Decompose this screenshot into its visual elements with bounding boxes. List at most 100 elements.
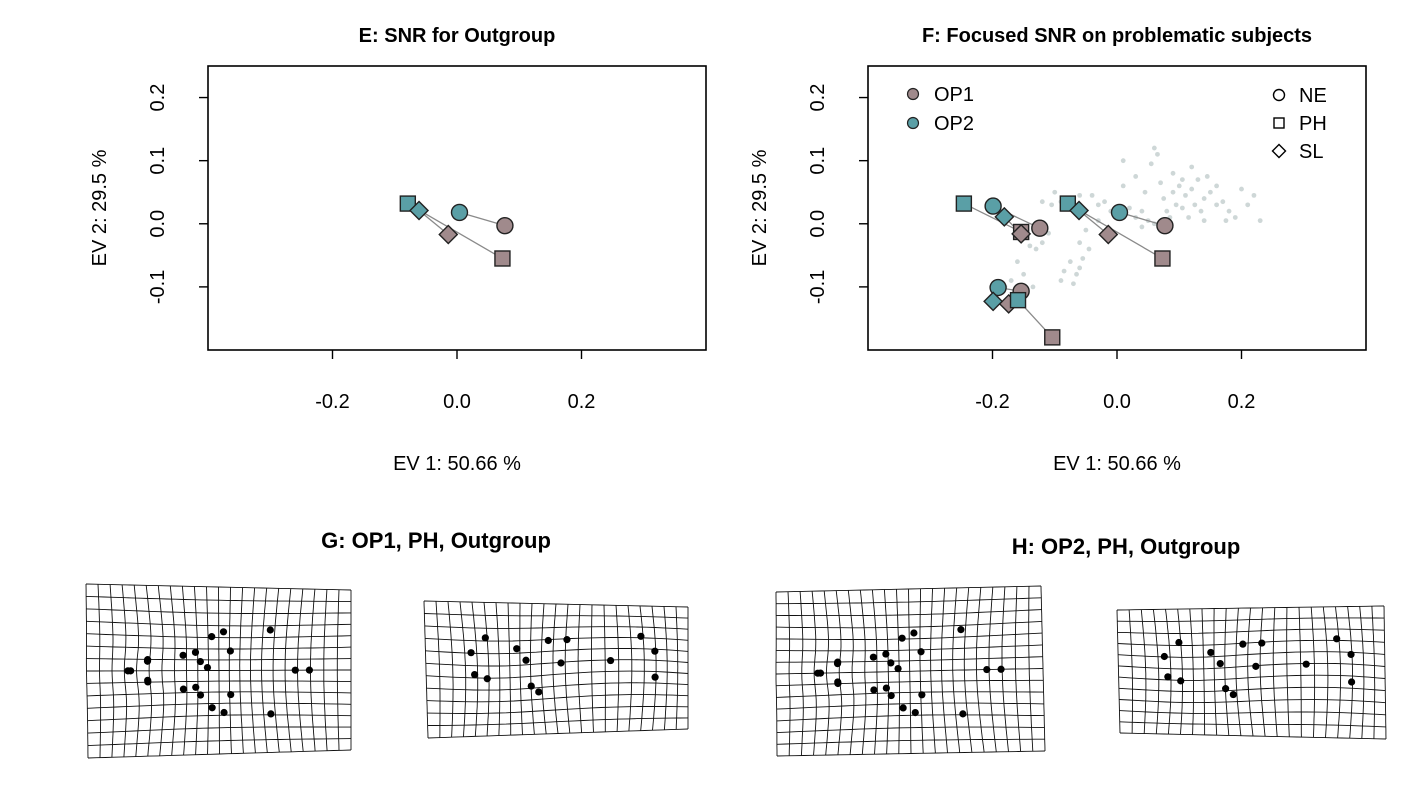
panel-g-left-landmark: [192, 683, 200, 691]
panel-g-right-landmark: [535, 688, 543, 696]
panel-f-point-op2-ne: [1110, 203, 1129, 222]
panel-h-right-grid-line: [1189, 608, 1194, 735]
panel-h-left-landmark: [870, 686, 878, 694]
panel-g-right-grid-line: [577, 604, 583, 733]
panel-f-point-op2-ph: [955, 195, 973, 212]
panel-g-right-landmark: [651, 673, 659, 681]
panel-g-left-grid-line: [86, 658, 352, 661]
panel-h-right-grid-line: [1247, 607, 1254, 737]
panel-h-left-grid-line: [775, 656, 1043, 663]
panel-h-right-landmark: [1239, 640, 1247, 648]
panel-g-left-grid-line: [87, 714, 352, 722]
panel-h-right-grid-line: [1310, 607, 1316, 738]
panel-g-right-landmark: [483, 675, 491, 683]
panel-h-right-grid-line: [1347, 606, 1354, 739]
panel-f-background-point: [1257, 218, 1263, 224]
panel-g-left-grid-line: [86, 633, 352, 639]
panel-g-left-grid-line: [87, 702, 352, 709]
panel-f-y-axis-label: EV 2: 29.5 %: [749, 149, 771, 266]
panel-g-right-grid-line: [427, 717, 689, 726]
panel-g-right-grid-line: [471, 602, 479, 737]
panel-g-left-landmark: [219, 628, 228, 636]
panel-h-left-landmark: [834, 679, 842, 688]
panel-g-right-landmark: [527, 682, 535, 690]
panel-f-background-point: [1189, 164, 1195, 170]
panel-h-right-grid-line: [1116, 605, 1385, 611]
panel-g-left-grid-line: [87, 691, 352, 697]
panel-f-background-point: [1148, 161, 1154, 167]
panel-e-x-tick-label: -0.2: [315, 391, 349, 413]
panel-f-background-point: [1189, 186, 1195, 192]
panel-g-left-landmark: [203, 663, 212, 672]
panel-e-x-axis-label: EV 1: 50.66 %: [393, 453, 521, 475]
panel-f-background-point: [1214, 202, 1219, 208]
panel-g-right-grid-line: [425, 659, 689, 667]
panel-f-background-point: [1139, 224, 1145, 230]
panel-h-left-landmark: [869, 653, 877, 661]
panel-h-left-landmark: [918, 691, 926, 699]
legend-marker-op2: [906, 116, 920, 130]
panel-g-right-grid-line: [424, 613, 689, 619]
panel-h-left-landmark: [887, 691, 895, 700]
panel-h-right-grid-line: [1259, 607, 1266, 737]
panel-f-background-point: [1158, 180, 1163, 186]
panel-f-background-point: [1071, 281, 1076, 287]
panel-h-left-grid-line: [776, 679, 1044, 687]
panel-g-right-grid-line: [427, 705, 689, 714]
panel-g-right-grid-line: [615, 605, 620, 732]
panel-h-right-landmark: [1333, 635, 1341, 643]
panel-f-y-tick-label: -0.1: [807, 270, 829, 304]
panel-g-right-grid-line: [639, 605, 645, 731]
panel-e-y-axis-label: EV 2: 29.5 %: [89, 149, 111, 266]
panel-h-right-grid-line: [1224, 608, 1230, 736]
panel-h-right-landmark: [1229, 690, 1237, 699]
panel-h-right-grid-line: [1116, 609, 1121, 734]
panel-g-right-grid-line: [435, 601, 441, 738]
panel-g-right-grid-line: [627, 605, 633, 732]
panel-e-y-tick-label: -0.1: [147, 270, 169, 304]
panel-h-left-grid-line: [776, 609, 1042, 617]
panel-g-right-landmark: [522, 656, 530, 664]
legend-shape-ne: [1272, 88, 1286, 102]
panel-f-background-point: [1245, 202, 1251, 208]
panel-h-right-grid-line: [1322, 606, 1329, 738]
panel-h-right-landmark: [1177, 677, 1185, 685]
panel-h-right-grid-line: [1335, 606, 1342, 738]
panel-h-right-grid-line: [1272, 607, 1278, 737]
legend-label-ph: PH: [1299, 113, 1327, 135]
panel-g-left-grid-line: [86, 608, 352, 615]
panel-f-background-point: [1077, 240, 1083, 246]
panel-h-right-landmark: [1216, 659, 1224, 668]
panel-g-left-landmark: [179, 651, 187, 659]
panel-h-left-landmark: [816, 669, 825, 677]
panel-g-right-landmark: [481, 634, 489, 642]
panel-e-y-tick-label: 0.1: [147, 147, 169, 175]
panel-f-background-point: [1142, 189, 1148, 195]
legend-label-ne: NE: [1299, 85, 1327, 107]
panel-h-right-grid-line: [1117, 639, 1385, 646]
panel-h-left-landmark: [899, 704, 907, 712]
panel-f-point-op2-ph: [1009, 291, 1027, 309]
panel-g-deformation-grid-right: [423, 600, 689, 739]
panel-h-left-landmark: [910, 629, 918, 637]
panel-e-point-op1-ph: [494, 250, 511, 267]
panel-f-background-point: [1223, 218, 1229, 224]
panel-h-left-grid-line: [776, 738, 1045, 745]
panel-f-background-point: [1077, 192, 1083, 198]
panel-f-background-point: [1170, 170, 1176, 176]
panel-e-point-op2-sl: [409, 200, 430, 221]
panel-f-y-tick-label: 0.2: [807, 84, 829, 112]
panel-g-right-landmark: [637, 632, 645, 640]
panel-f-title: F: Focused SNR on problematic subjects: [922, 25, 1312, 47]
panel-e-point-op1-ne: [496, 216, 514, 235]
panel-f-background-point: [1033, 246, 1039, 252]
panel-h-title: H: OP2, PH, Outgroup: [1012, 534, 1241, 559]
panel-h-right-grid-line: [1286, 607, 1290, 737]
legend-label-sl: SL: [1299, 141, 1323, 163]
panel-f-background-point: [1155, 151, 1160, 157]
panel-h-left-grid-line: [776, 726, 1045, 734]
panel-h-right-grid-line: [1119, 699, 1386, 704]
panel-h-left-landmark: [887, 659, 895, 667]
panel-f-point-op2-sl: [1069, 200, 1090, 221]
